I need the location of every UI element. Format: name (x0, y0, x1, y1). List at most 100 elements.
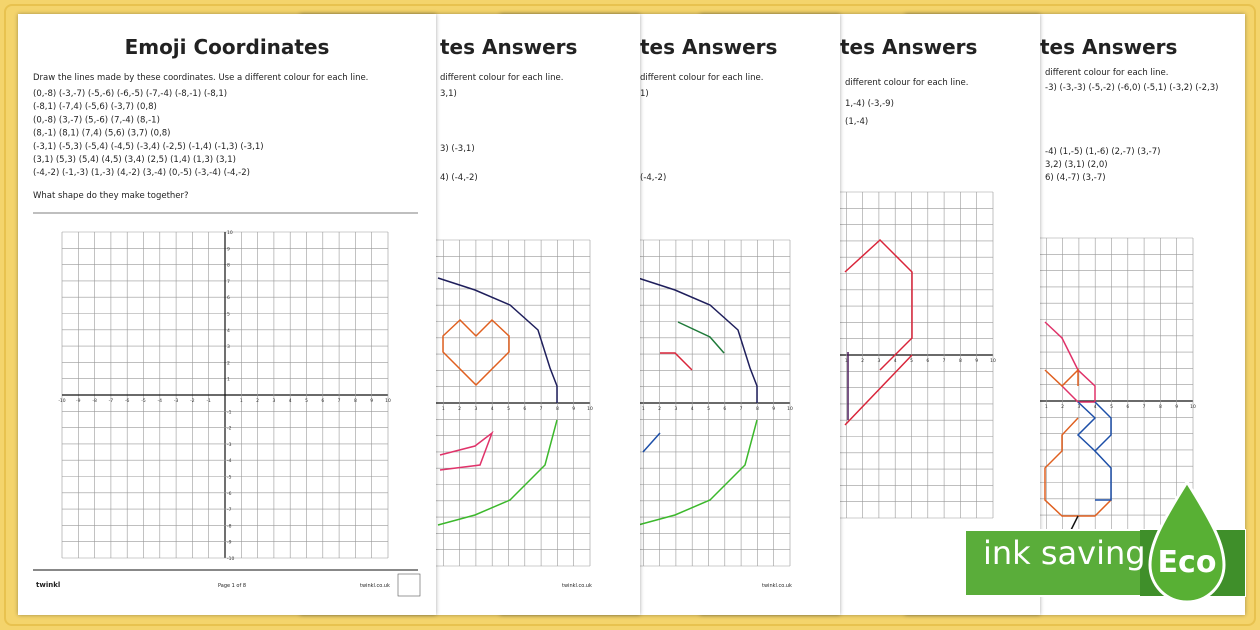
y-axis-label: -6 (227, 491, 232, 497)
text-line: different colour for each line. (845, 78, 968, 88)
instruction: Draw the lines made by these coordinates… (33, 73, 368, 83)
y-axis-label: 10 (227, 230, 233, 236)
x-axis-label: 7 (338, 398, 341, 404)
x-axis-label: 6 (523, 406, 526, 412)
x-axis-label: 9 (572, 406, 575, 412)
x-axis-label: -3 (174, 398, 179, 404)
text-line: -4) (1,-5) (1,-6) (2,-7) (3,-7) (1045, 147, 1160, 157)
page-svg: Emoji Coordinates Draw the lines made by… (33, 35, 421, 597)
text-line: 6) (4,-7) (3,-7) (1045, 173, 1106, 183)
x-axis-label: 6 (1126, 404, 1129, 410)
x-axis-label: 7 (1143, 404, 1146, 410)
x-axis-label: 4 (691, 406, 694, 412)
x-axis-label: 1 (240, 398, 243, 404)
page-title: tes Answers (440, 35, 577, 59)
coordinate-line: (0,-8) (-3,-7) (-5,-6) (-6,-5) (-7,-4) (… (33, 89, 227, 99)
website: twinkl.co.uk (360, 583, 390, 589)
x-axis-label: 4 (1094, 404, 1097, 410)
text-line: 3,2) (3,1) (2,0) (1045, 160, 1108, 170)
text-line: different colour for each line. (440, 73, 563, 83)
text-line: different colour for each line. (640, 73, 763, 83)
worksheet-page: Emoji Coordinates Draw the lines made by… (18, 14, 436, 615)
x-axis-label: 9 (1175, 404, 1178, 410)
x-axis-label: 2 (458, 406, 461, 412)
x-axis-label: 5 (1110, 404, 1113, 410)
y-axis-label: 8 (227, 263, 230, 269)
coordinate-line: (8,-1) (8,1) (7,4) (5,6) (3,7) (0,8) (33, 129, 170, 139)
x-axis-label: -10 (58, 398, 65, 404)
drawing (637, 277, 758, 526)
y-axis-label: -4 (227, 458, 232, 464)
x-axis-label: 8 (354, 398, 357, 404)
page-title: tes Answers (840, 35, 977, 59)
text-line: (1,-4) (845, 117, 868, 127)
badge-tag: Eco (1158, 545, 1217, 580)
y-axis-label: -1 (227, 409, 232, 415)
website: twinkl.co.uk (762, 583, 792, 589)
x-axis-label: 3 (272, 398, 275, 404)
x-axis-label: 8 (756, 406, 759, 412)
y-axis-label: -8 (227, 523, 232, 529)
x-axis-label: 4 (289, 398, 292, 404)
y-axis-label: -10 (227, 556, 234, 562)
y-axis-label: -2 (227, 426, 232, 432)
x-axis-label: -8 (92, 398, 97, 404)
text-line: different colour for each line. (1045, 68, 1168, 78)
text-line: 3) (-3,1) (440, 144, 475, 154)
x-axis-label: 1 (845, 358, 848, 364)
y-axis-label: -5 (227, 475, 232, 481)
x-axis-label: 3 (674, 406, 677, 412)
x-axis-label: 2 (861, 358, 864, 364)
x-axis-label: -2 (190, 398, 195, 404)
x-axis-label: 9 (370, 398, 373, 404)
x-axis-label: 8 (1159, 404, 1162, 410)
x-axis-label: 1 (442, 406, 445, 412)
x-axis-label: 10 (787, 406, 793, 412)
coordinate-list: (0,-8) (-3,-7) (-5,-6) (-6,-5) (-7,-4) (… (33, 89, 264, 178)
badge-label: ink saving (983, 534, 1146, 572)
x-axis-label: 7 (943, 358, 946, 364)
y-axis-label: 1 (227, 377, 230, 383)
x-axis-label: 3 (1077, 404, 1080, 410)
frame (4, 4, 1256, 626)
x-axis-label: 10 (1190, 404, 1196, 410)
x-axis-label: 8 (959, 358, 962, 364)
y-axis-label: 2 (227, 360, 230, 366)
grid: -10 -10 -9 -9 -8 -8 -7 -7 -6 -6 -5 -5 -4 -4 -3 -3 -2 -2 -1… (58, 230, 391, 562)
x-axis-label: 2 (1061, 404, 1064, 410)
x-axis-label: 5 (507, 406, 510, 412)
x-axis-label: 2 (256, 398, 259, 404)
x-axis-label: 6 (321, 398, 324, 404)
x-axis-label: 10 (587, 406, 593, 412)
x-axis-label: 5 (707, 406, 710, 412)
coordinate-line: (-4,-2) (-1,-3) (1,-3) (4,-2) (3,-4) (0,… (33, 168, 250, 178)
y-axis-label: -9 (227, 540, 232, 546)
x-axis-label: -6 (125, 398, 130, 404)
x-axis-label: 1 (642, 406, 645, 412)
y-axis-label: -3 (227, 442, 232, 448)
x-axis-label: 7 (740, 406, 743, 412)
badge-icon (397, 573, 421, 597)
x-axis-label: 6 (926, 358, 929, 364)
x-axis-label: -4 (158, 398, 163, 404)
text-line: 1) (640, 89, 649, 99)
x-axis-label: 7 (540, 406, 543, 412)
x-axis-label: 1 (1045, 404, 1048, 410)
x-axis-label: 10 (385, 398, 391, 404)
x-axis-label: 3 (474, 406, 477, 412)
text-line: 1,-4) (-3,-9) (845, 99, 894, 109)
x-axis-label: 9 (975, 358, 978, 364)
y-axis-label: 5 (227, 312, 230, 318)
logo: twinkl (36, 581, 60, 589)
x-axis-label: 4 (894, 358, 897, 364)
y-axis-label: -7 (227, 507, 232, 513)
page-title: tes Answers (640, 35, 777, 59)
x-axis-label: 8 (556, 406, 559, 412)
drawing (437, 277, 558, 526)
coordinate-line: (0,-8) (3,-7) (5,-6) (7,-4) (8,-1) (33, 115, 160, 125)
coordinate-line: (-3,1) (-5,3) (-5,4) (-4,5) (-3,4) (-2,5… (33, 142, 264, 152)
x-axis-label: 3 (877, 358, 880, 364)
page-title: Emoji Coordinates (125, 35, 330, 59)
badge-drop (1148, 479, 1226, 604)
